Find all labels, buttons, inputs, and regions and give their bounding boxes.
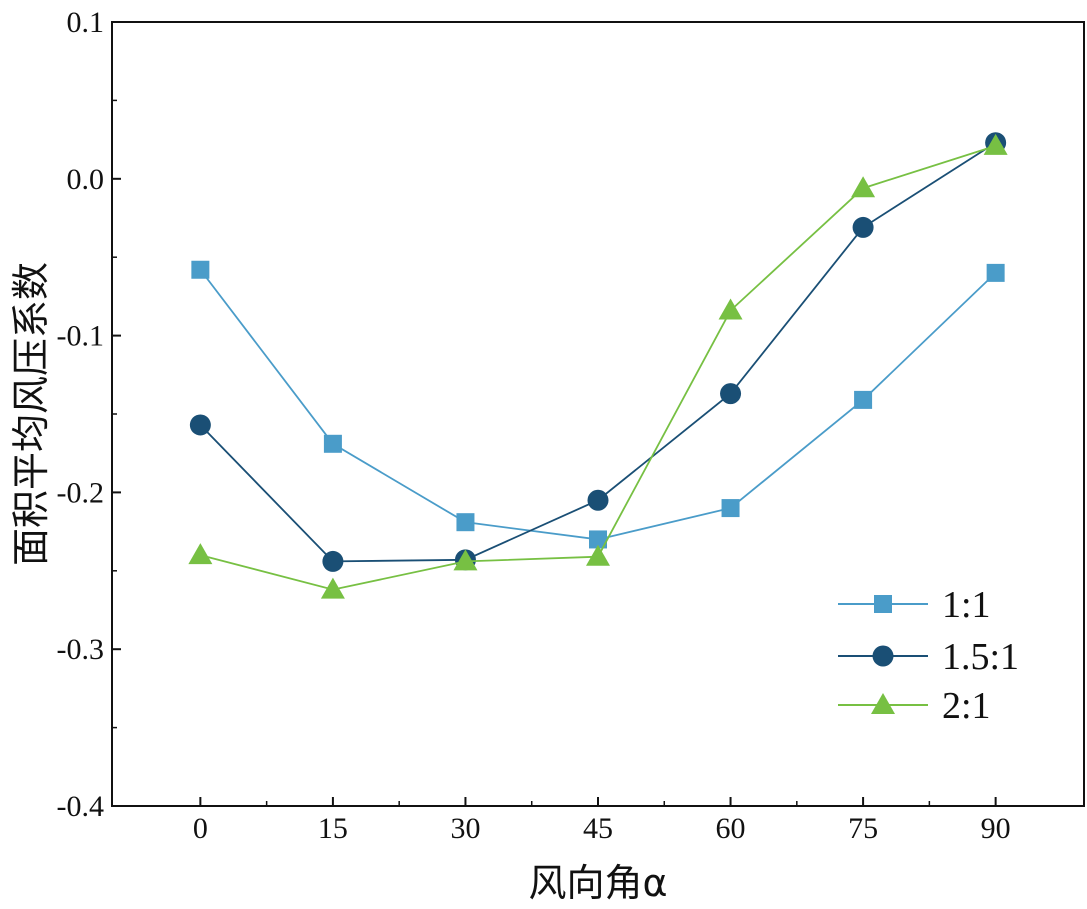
legend-marker-shape [871,693,895,714]
series-1-5-1 [189,132,1007,572]
legend-marker-shape [874,595,892,613]
y-tick-label: -0.2 [57,476,105,509]
data-point [851,176,876,198]
x-tick-label: 30 [450,812,480,845]
data-point [854,390,873,409]
data-point [453,549,478,571]
legend-label-1-5-1: 1.5:1 [942,636,1019,678]
legend: 1:1 1.5:1 2:1 [838,584,1019,727]
data-point [586,544,610,566]
legend-marker-1-5-1 [872,645,894,667]
data-point [986,263,1005,282]
data-point [720,383,742,405]
y-axis-title: 面积平均风压系数 [9,262,53,566]
series-line [200,145,996,591]
legend-marker-1-1 [874,595,892,613]
x-tick-label: 75 [848,812,878,845]
x-tick-label: 60 [716,812,746,845]
x-axis-title: 风向角α [528,861,667,905]
x-axis: 0 15 30 45 60 75 90 [193,797,1011,845]
y-tick-label: 0.1 [67,6,105,39]
data-point [323,434,342,453]
data-point [589,530,607,549]
legend-label-2-1: 2:1 [942,685,991,727]
data-point [852,216,874,238]
data-point [456,513,475,532]
plot-frame [111,21,1085,807]
series-2-1 [188,133,1008,599]
y-tick-label: 0.0 [67,163,105,196]
x-tick-label: 0 [193,812,208,845]
series-1-1 [191,260,1005,549]
data-point [191,260,210,279]
y-axis: -0.4 -0.3 -0.2 -0.1 0.0 0.1 [57,6,121,823]
legend-marker-2-1 [871,693,895,714]
y-tick-label: -0.3 [57,633,105,666]
data-point [322,550,344,572]
legend-marker-shape [872,645,894,667]
data-point [320,577,345,599]
y-tick-label: -0.1 [57,320,105,353]
x-tick-label: 15 [318,812,348,845]
data-point [983,133,1008,155]
series-layer [188,132,1008,599]
data-point [721,499,740,518]
data-point [188,543,213,565]
y-tick-label: -0.4 [57,790,105,823]
x-tick-label: 45 [583,812,613,845]
legend-label-1-1: 1:1 [942,584,991,626]
data-point [718,298,743,320]
data-point [189,414,211,436]
data-point [587,489,609,511]
x-tick-label: 90 [981,812,1011,845]
